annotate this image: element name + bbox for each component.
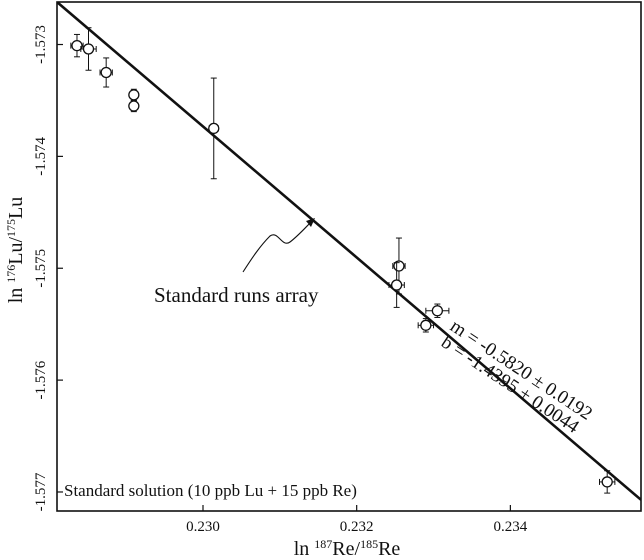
- x-title-mid: Re/: [332, 538, 360, 560]
- y-tick-label: -1.575: [33, 249, 49, 288]
- x-title-sup1: 187: [314, 537, 332, 551]
- plot-frame: [56, 1, 642, 512]
- y-tick-label: -1.577: [33, 472, 49, 511]
- data-point: [599, 470, 616, 494]
- point-marker: [390, 279, 403, 291]
- axis-ticks: 0.230 0.232 0.234 -1.573 -1.574 -1.575 -1.576 -…: [33, 25, 528, 535]
- x-tick-label: 0.230: [186, 519, 220, 535]
- x-tick-label: 0.234: [493, 519, 527, 535]
- data-point: [128, 88, 140, 101]
- data-point: [425, 303, 450, 318]
- x-title-prefix: ln: [294, 538, 315, 560]
- data-point: [99, 57, 113, 88]
- y-title-suffix: Lu: [5, 197, 27, 219]
- y-axis-title: ln 176Lu/175Lu: [4, 197, 27, 304]
- array-arrow: [242, 219, 314, 273]
- x-title-suffix: Re: [378, 538, 400, 560]
- data-point: [208, 77, 220, 180]
- y-title-mid: Lu/: [5, 237, 27, 265]
- point-marker: [208, 122, 220, 135]
- y-tick-label: -1.574: [33, 137, 49, 176]
- array-arrowhead: [306, 218, 315, 227]
- point-marker: [128, 89, 140, 101]
- data-point: [70, 33, 84, 58]
- point-marker: [431, 305, 444, 317]
- data-point: [417, 318, 435, 333]
- data-points: [70, 27, 616, 494]
- y-title-sup2: 175: [4, 219, 18, 237]
- annotation-m: m = -0.5820 ± 0.0192: [446, 316, 596, 425]
- point-marker: [128, 100, 140, 112]
- annotation-array: Standard runs array: [154, 283, 319, 307]
- data-point: [80, 27, 97, 71]
- caption: Standard solution (10 ppb Lu + 15 ppb Re…: [64, 481, 357, 500]
- point-marker: [71, 39, 83, 52]
- y-title-prefix: ln: [5, 283, 27, 304]
- x-axis-title: ln 187Re/185Re: [294, 537, 401, 560]
- data-point: [128, 99, 140, 113]
- x-tick-label: 0.232: [340, 519, 374, 535]
- point-marker: [100, 66, 112, 79]
- point-marker: [601, 476, 613, 488]
- y-tick-label: -1.576: [33, 360, 49, 399]
- y-tick-label: -1.573: [33, 25, 49, 64]
- data-point: [388, 262, 405, 308]
- fit-line-group: [57, 2, 641, 501]
- fit-line: [57, 2, 641, 501]
- point-marker: [82, 43, 95, 55]
- x-title-sup2: 185: [360, 537, 378, 551]
- y-title-sup1: 176: [4, 265, 18, 283]
- point-marker: [420, 319, 432, 331]
